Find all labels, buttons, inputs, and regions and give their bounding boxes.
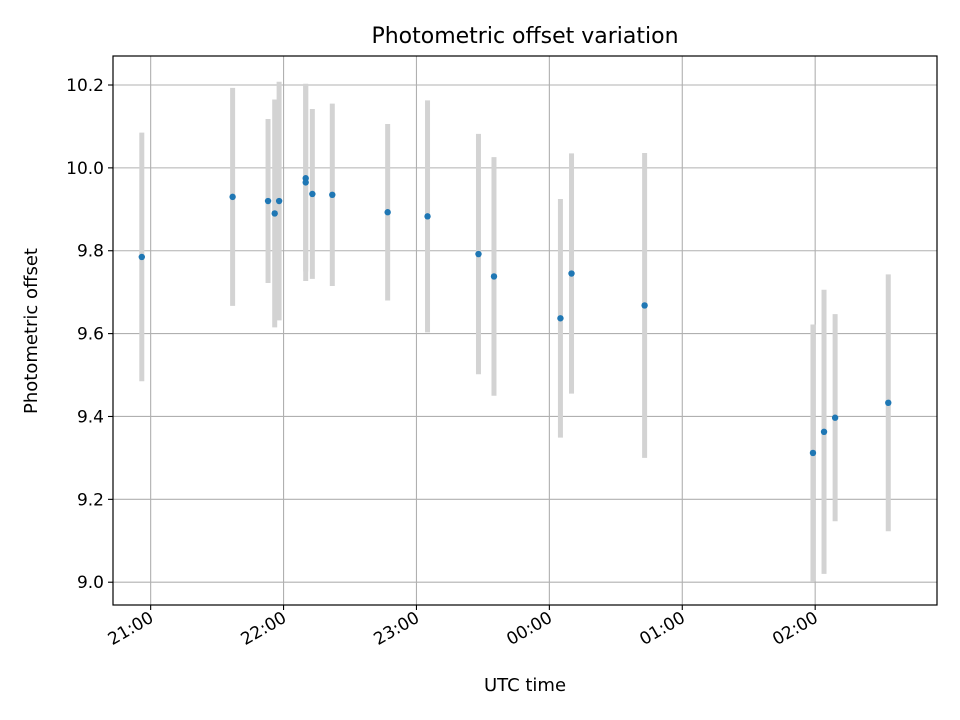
data-point <box>384 209 391 216</box>
data-point <box>138 253 145 261</box>
data-point <box>275 197 283 205</box>
data-point <box>475 250 482 258</box>
y-tick-label: 10.0 <box>66 159 104 179</box>
data-point <box>271 210 278 217</box>
y-axis-label: Photometric offset <box>21 248 42 414</box>
plot-frame <box>112 55 938 606</box>
data-point <box>229 193 236 201</box>
data-points <box>138 175 892 457</box>
y-tick-label: 9.6 <box>77 325 104 345</box>
grid <box>113 56 937 605</box>
y-axis-ticks: 9.0 9.2 9.4 9.6 9.8 10.0 10.2 <box>66 76 113 593</box>
data-point <box>809 449 817 457</box>
data-point <box>885 399 892 407</box>
x-axis-label: UTC time <box>484 675 566 696</box>
data-point <box>329 191 336 199</box>
data-point <box>264 197 272 205</box>
y-tick-label: 9.4 <box>77 407 104 427</box>
y-tick-label: 9.0 <box>77 573 104 593</box>
y-tick-label: 9.2 <box>77 490 104 510</box>
data-point <box>568 270 575 277</box>
data-point <box>302 179 309 186</box>
data-point <box>424 213 431 220</box>
y-tick-label: 9.8 <box>77 242 104 262</box>
y-tick-label: 10.2 <box>66 76 104 96</box>
data-point <box>641 302 648 309</box>
data-point <box>309 190 316 198</box>
data-point <box>831 414 839 421</box>
data-point <box>490 273 498 280</box>
chart-title: Photometric offset variation <box>371 24 678 49</box>
data-point <box>557 315 564 322</box>
data-point <box>820 428 828 436</box>
